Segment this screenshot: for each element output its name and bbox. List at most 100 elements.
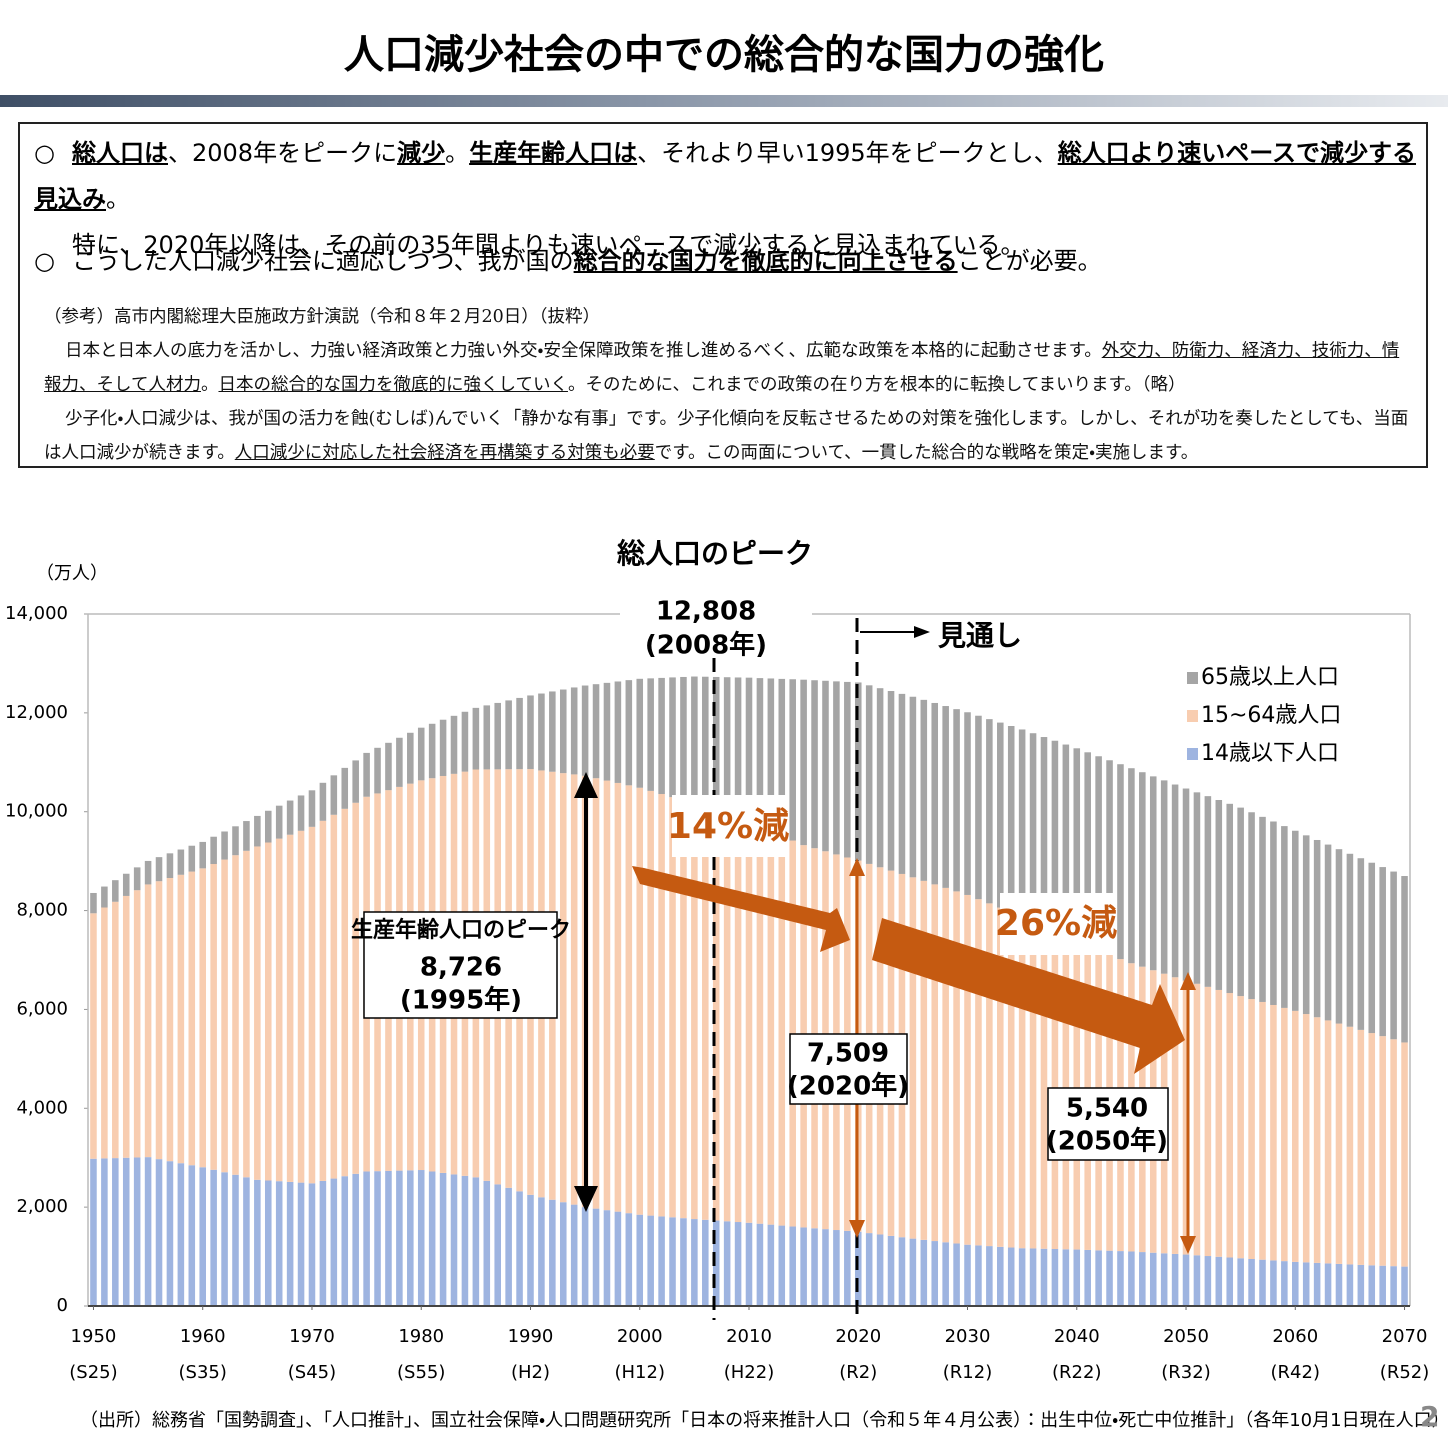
- bar-segment: [1171, 784, 1179, 978]
- bar-segment: [286, 834, 294, 1182]
- bar-segment: [1171, 1253, 1179, 1306]
- bar-segment: [942, 887, 949, 1243]
- bar-segment: [1302, 1262, 1310, 1306]
- bar-segment: [243, 850, 250, 1178]
- bar-segment: [570, 1204, 578, 1306]
- bar-segment: [1379, 1036, 1386, 1266]
- bar-segment: [199, 841, 206, 869]
- bar-segment: [876, 688, 884, 868]
- bar-segment: [898, 693, 906, 874]
- bar-segment: [691, 1219, 698, 1306]
- bar-segment: [1335, 849, 1343, 1024]
- bar-segment: [887, 691, 895, 871]
- bar-segment: [1226, 803, 1234, 994]
- bar-segment: [1007, 1247, 1015, 1306]
- bar-segment: [308, 826, 316, 1184]
- x-era-label: (S35): [179, 1362, 227, 1383]
- bar-segment: [669, 677, 676, 798]
- bar-segment: [636, 1214, 644, 1306]
- bar-segment: [1139, 1252, 1146, 1306]
- bar-segment: [658, 794, 665, 1217]
- bar-segment: [341, 808, 349, 1177]
- bar-segment: [1281, 1261, 1288, 1306]
- bar-segment: [407, 732, 414, 784]
- bar-segment: [363, 752, 370, 797]
- bar-segment: [210, 1169, 217, 1306]
- emphasis: 総人口より速いペースで減少する見込み: [34, 139, 1417, 213]
- bar-segment: [417, 727, 425, 781]
- annotation-text: 12,808: [656, 597, 756, 627]
- bar-segment: [122, 873, 130, 896]
- bar-segment: [1215, 989, 1223, 1257]
- bar-segment: [1040, 737, 1048, 927]
- bar-segment: [177, 849, 185, 875]
- x-era-label: (R32): [1161, 1362, 1210, 1383]
- bar-segment: [297, 795, 305, 831]
- bar-segment: [1029, 1248, 1037, 1306]
- bar-segment: [1149, 776, 1157, 971]
- range-arrow-head: [574, 1186, 598, 1212]
- bar-segment: [942, 706, 949, 888]
- bar-segment: [789, 1226, 796, 1306]
- emphasis: 総人口は: [72, 139, 168, 167]
- bar-segment: [396, 737, 403, 787]
- x-era-label: (R52): [1380, 1362, 1429, 1383]
- annotation-text: 7,509: [807, 1039, 889, 1069]
- x-era-label: (R12): [943, 1362, 992, 1383]
- bar-segment: [625, 680, 633, 786]
- x-tick-label: 2060: [1272, 1326, 1318, 1347]
- annotation-box: [1047, 1087, 1169, 1161]
- bar-segment: [1313, 1017, 1321, 1263]
- bar-segment: [1160, 1253, 1168, 1306]
- bar-segment: [1040, 926, 1048, 1249]
- bar-segment: [745, 822, 753, 1223]
- bar-segment: [275, 838, 283, 1182]
- bar-segment: [516, 697, 523, 770]
- bar-segment: [1302, 1014, 1310, 1263]
- bar-segment: [122, 895, 130, 1158]
- bar-segment: [1237, 996, 1244, 1259]
- bar-segment: [953, 891, 960, 1244]
- bullet: ○: [34, 247, 55, 275]
- bar-segment: [636, 678, 644, 788]
- bar-segment: [1368, 1033, 1376, 1266]
- bar-segment: [264, 842, 272, 1181]
- x-era-label: (S45): [288, 1362, 336, 1383]
- bar-segment: [1029, 733, 1037, 922]
- bar-segment: [1401, 876, 1408, 1043]
- bar-segment: [1062, 744, 1070, 938]
- bar-segment: [1204, 796, 1212, 987]
- bar-segment: [1292, 1010, 1299, 1262]
- bar-segment: [592, 1208, 600, 1306]
- bar-segment: [122, 1157, 130, 1306]
- bar-segment: [822, 1229, 829, 1306]
- y-tick-label: 2,000: [16, 1196, 68, 1217]
- bar-segment: [712, 1220, 720, 1306]
- x-tick-label: 1980: [398, 1326, 444, 1347]
- bar-segment: [1084, 1249, 1091, 1306]
- bar-segment: [680, 800, 687, 1219]
- bar-segment: [570, 774, 578, 1205]
- bar-segment: [712, 810, 720, 1221]
- bar-segment: [483, 1180, 491, 1306]
- bar-segment: [232, 1174, 239, 1306]
- bar-segment: [1040, 1248, 1048, 1306]
- bar-segment: [199, 868, 206, 1168]
- annotation-text: 見通し: [938, 619, 1022, 652]
- bar-segment: [865, 1233, 873, 1306]
- annotation-text: 5,540: [1066, 1094, 1148, 1124]
- bar-segment: [1051, 740, 1059, 932]
- bar-segment: [1204, 986, 1212, 1257]
- underline: 日本の総合的な国力を徹底的に強くしていく: [218, 375, 568, 395]
- text: 日本と日本人の底力を活かし、力強い経済政策と力強い外交・安全保障政策を推し進める…: [65, 341, 1102, 361]
- annotation-box: [789, 1033, 908, 1105]
- bar-segment: [975, 899, 982, 1246]
- bar-segment: [1051, 1249, 1059, 1306]
- range-arrow-head: [849, 1220, 865, 1238]
- bar-segment: [1368, 862, 1376, 1034]
- bar-segment: [374, 747, 381, 794]
- bar-segment: [625, 1213, 633, 1306]
- bar-segment: [133, 1157, 141, 1306]
- bar-segment: [210, 864, 217, 1170]
- bar-segment: [450, 715, 458, 774]
